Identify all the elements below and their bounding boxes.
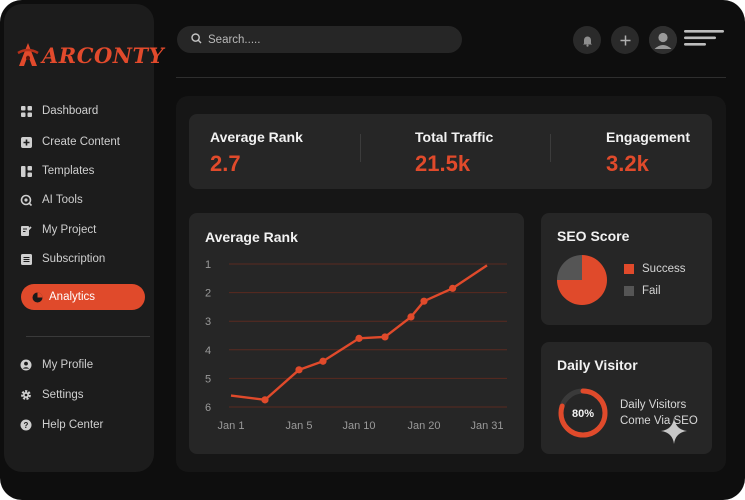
x-tick-label: Jan 5 xyxy=(286,420,313,432)
average-rank-line-chart: 1 2 3 4 5 6 Jan 1 Jan 5 Jan 10 Jan 20 Jan 31 xyxy=(205,259,507,432)
pie-slice-fail xyxy=(557,255,582,280)
sidebar: ARCONTY Dashboard Create Content Templat… xyxy=(4,4,164,472)
sidebar-item-label: Dashboard xyxy=(42,105,99,117)
seo-score-title: SEO Score xyxy=(557,228,630,244)
gear-icon xyxy=(20,389,32,401)
data-point xyxy=(261,396,269,404)
legend-fail: Fail xyxy=(624,285,661,297)
sidebar-item-label: My Project xyxy=(42,224,97,236)
ai-icon xyxy=(20,194,32,206)
visitor-line-1: Daily Visitors xyxy=(620,399,687,411)
daily-visitor-progress-ring: 80% xyxy=(558,388,608,438)
y-tick-label: 6 xyxy=(205,402,211,414)
sidebar-divider xyxy=(26,336,150,337)
notifications-button[interactable] xyxy=(573,26,601,54)
sidebar-item-label: Subscription xyxy=(42,253,106,265)
stat-total-traffic-value: 21.5k xyxy=(415,151,471,176)
layout-icon xyxy=(20,165,32,177)
sidebar-item-label: Create Content xyxy=(42,136,120,148)
bell-icon xyxy=(582,36,592,47)
data-point xyxy=(381,333,389,341)
user-avatar-icon xyxy=(649,26,677,54)
stat-total-traffic-label: Total Traffic xyxy=(415,129,494,145)
help-icon: ? xyxy=(20,419,32,431)
seo-score-pie-chart xyxy=(557,255,607,305)
sidebar-item-my-project[interactable]: My Project xyxy=(20,219,148,241)
data-point xyxy=(319,357,327,365)
sidebar-item-label: My Profile xyxy=(42,359,94,371)
x-tick-label: Jan 10 xyxy=(342,420,375,432)
plus-square-icon xyxy=(20,136,32,148)
series-line xyxy=(230,264,488,402)
sparkle-icon xyxy=(661,418,687,444)
data-point xyxy=(407,313,415,321)
legend-success: Success xyxy=(624,263,685,275)
average-rank-chart-card xyxy=(189,213,524,454)
search-icon xyxy=(191,32,202,47)
sidebar-item-help-center[interactable]: ? Help Center xyxy=(20,414,148,436)
y-tick-label: 1 xyxy=(205,259,211,271)
data-point xyxy=(355,334,363,342)
stat-engagement-label: Engagement xyxy=(606,129,691,145)
edit-doc-icon xyxy=(20,224,32,236)
stat-divider xyxy=(550,134,551,162)
x-tick-label: Jan 31 xyxy=(470,420,503,432)
sidebar-item-ai-tools[interactable]: AI Tools xyxy=(20,189,148,211)
y-tick-label: 2 xyxy=(205,288,211,300)
header-divider xyxy=(176,77,726,78)
grid-icon xyxy=(20,105,32,117)
stat-average-rank-value: 2.7 xyxy=(210,151,241,176)
x-tick-label: Jan 20 xyxy=(407,420,440,432)
search-bar[interactable] xyxy=(177,26,462,53)
sidebar-item-create-content[interactable]: Create Content xyxy=(20,131,148,153)
legend-label: Success xyxy=(642,263,686,275)
y-tick-label: 5 xyxy=(205,373,211,385)
sidebar-item-settings[interactable]: Settings xyxy=(20,384,148,406)
sidebar-item-label: AI Tools xyxy=(42,194,83,206)
data-point xyxy=(449,284,457,292)
sidebar-item-label: Analytics xyxy=(49,291,96,303)
visitor-percent-label: 80% xyxy=(572,408,594,420)
x-tick-label: Jan 1 xyxy=(218,420,245,432)
stat-average-rank-label: Average Rank xyxy=(210,129,303,145)
sidebar-item-dashboard[interactable]: Dashboard xyxy=(20,100,148,122)
data-point xyxy=(420,297,428,305)
add-button[interactable] xyxy=(611,26,639,54)
sidebar-item-analytics[interactable]: Analytics xyxy=(21,284,145,310)
plus-icon xyxy=(620,35,630,45)
menu-icon[interactable] xyxy=(684,28,724,53)
logo-text: ARCONTY xyxy=(42,42,165,68)
sidebar-item-templates[interactable]: Templates xyxy=(20,160,148,182)
stats-card xyxy=(189,114,712,189)
stat-divider xyxy=(360,134,361,162)
pie-icon xyxy=(31,291,43,303)
avatar[interactable] xyxy=(649,26,677,54)
stat-engagement-value: 3.2k xyxy=(606,151,649,176)
list-icon xyxy=(20,253,32,265)
logo-icon xyxy=(17,43,39,66)
visitor-line-2: Come Via SEO xyxy=(620,415,698,427)
logo[interactable]: ARCONTY xyxy=(16,38,164,72)
svg-text:?: ? xyxy=(24,421,29,430)
sidebar-item-subscription[interactable]: Subscription xyxy=(20,248,148,270)
user-icon xyxy=(20,359,32,371)
legend-swatch xyxy=(624,264,634,274)
y-tick-label: 4 xyxy=(205,345,211,357)
legend-label: Fail xyxy=(642,285,661,297)
sidebar-item-label: Settings xyxy=(42,389,84,401)
search-input[interactable] xyxy=(208,33,448,46)
daily-visitor-title: Daily Visitor xyxy=(557,357,638,373)
sidebar-item-my-profile[interactable]: My Profile xyxy=(20,354,148,376)
chart-title: Average Rank xyxy=(205,229,298,245)
data-point xyxy=(295,366,303,374)
ring-fill xyxy=(558,388,608,438)
visitor-description: Daily Visitors Come Via SEO xyxy=(620,397,698,429)
y-tick-label: 3 xyxy=(205,316,211,328)
legend-swatch xyxy=(624,286,634,296)
sidebar-item-label: Templates xyxy=(42,165,95,177)
sidebar-item-label: Help Center xyxy=(42,419,104,431)
